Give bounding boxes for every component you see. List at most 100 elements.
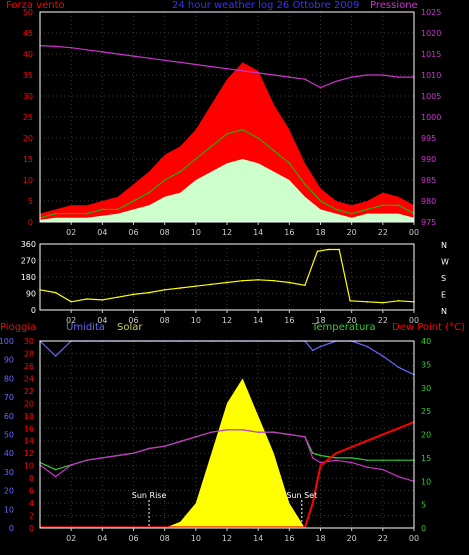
climate-x-tick-label: 16 (284, 534, 294, 543)
direction-series-point (85, 298, 88, 300)
pressure-series-point (366, 74, 369, 76)
temperature-series-point (397, 459, 400, 462)
climate-x-tick-label: 08 (160, 534, 170, 543)
wind-series-green-point (70, 212, 72, 215)
wind-series-green-point (210, 145, 213, 148)
climate-x-tick-label: 06 (128, 534, 138, 543)
direction-series-point (288, 281, 291, 284)
climate-x-tick-label: 02 (66, 534, 76, 543)
sun-set-label: Sun Set (286, 491, 317, 500)
rain-y-tick: 16 (24, 424, 34, 433)
pressure-series-point (241, 70, 244, 72)
wind-x-tick-label: 00 (409, 228, 419, 237)
dew-point-series-point (70, 464, 72, 466)
temperature-series-point (350, 457, 353, 459)
humidity-series-point (54, 355, 57, 357)
rain-y-tick: 10 (24, 462, 34, 471)
wind-x-tick-label: 04 (97, 228, 107, 237)
direction-y-tick: 90 (26, 290, 36, 299)
direction-series-point (226, 281, 228, 284)
humidity-series-point (319, 345, 322, 348)
wind-series-green-point (382, 204, 384, 206)
direction-series-point (163, 289, 166, 291)
dew-point-series-point (117, 454, 119, 457)
humidity-y-tick: 100 (0, 337, 14, 346)
humidity-y-tick: 50 (4, 431, 14, 440)
wind-series-green-point (304, 183, 306, 185)
pressure-series-point (70, 46, 72, 49)
climate-x-tick-label: 18 (315, 534, 325, 543)
temperature-series-point (319, 454, 322, 457)
rain-y-tick: 14 (24, 437, 34, 446)
temperature-series-point (382, 459, 384, 462)
direction-x-tick-label: 22 (378, 316, 388, 325)
pressure-series-point (54, 45, 57, 48)
climate-x-tick-label: 12 (222, 534, 232, 543)
dew-point-series-point (257, 431, 259, 433)
wind-strength-label: Forza vento (6, 0, 65, 11)
wind-series-green-point (179, 170, 182, 173)
pressure-series-point (272, 74, 275, 76)
direction-y-tick: 180 (21, 273, 36, 282)
dew-point-series-point (101, 457, 104, 459)
pressure-series-point (257, 72, 259, 74)
dew-point-series-point (226, 429, 228, 431)
wind-series-red (40, 62, 414, 223)
direction-y-tick: 0 (31, 306, 36, 315)
rain-y-tick: 6 (29, 487, 34, 496)
pressure-y-tick: 1015 (421, 50, 441, 59)
wind-x-tick-label: 20 (347, 228, 357, 237)
dew-point-series-point (179, 440, 182, 443)
wind-series-green-point (117, 208, 119, 211)
compass-label: N (441, 307, 447, 316)
pressure-series-point (148, 57, 150, 59)
dew-point-series-point (210, 431, 213, 433)
wind-series-green-point (366, 208, 369, 211)
temperature-y-tick: 0 (421, 524, 426, 533)
wind-series-green-point (132, 200, 135, 202)
direction-series-point (397, 300, 400, 302)
humidity-y-tick: 40 (4, 449, 14, 458)
direction-x-tick-label: 20 (347, 316, 357, 325)
wind-series-green-point (288, 162, 291, 164)
direction-series-point (241, 279, 244, 282)
temperature-y-tick: 35 (421, 360, 431, 369)
direction-x-tick-label: 12 (222, 316, 232, 325)
rain-series-point (350, 446, 353, 448)
direction-series-point (70, 300, 72, 303)
wind-series-green-point (350, 212, 353, 215)
pressure-series-point (195, 63, 197, 66)
dew-point-series-point (382, 468, 384, 471)
pressure-series-point (117, 53, 119, 55)
direction-series-point (54, 291, 57, 294)
wind-series-green-point (85, 212, 88, 215)
pressure-series-point (163, 59, 166, 62)
rain-y-tick: 28 (24, 349, 34, 358)
wind-series-green-point (148, 191, 150, 194)
direction-series-point (272, 279, 275, 282)
direction-x-tick-label: 18 (315, 316, 325, 325)
wind-series-green-point (54, 212, 57, 215)
direction-series-point (349, 300, 351, 302)
wind-series-green-point (241, 128, 244, 131)
wind-x-tick-label: 14 (253, 228, 263, 237)
wind-y-tick: 25 (23, 113, 33, 122)
temperature-series-point (366, 459, 369, 462)
rain-y-tick: 22 (24, 387, 34, 396)
wind-y-tick: 30 (23, 92, 33, 101)
compass-label: N (441, 241, 447, 250)
compass-label: W (441, 258, 449, 267)
sun-rise-label: Sun Rise (132, 491, 167, 500)
wind-x-tick-label: 12 (222, 228, 232, 237)
temperature-y-tick: 40 (421, 337, 431, 346)
rain-y-tick: 30 (24, 337, 34, 346)
pressure-y-tick: 1000 (421, 113, 441, 122)
wind-y-tick: 20 (23, 134, 33, 143)
wind-x-tick-label: 10 (191, 228, 201, 237)
pressure-y-tick: 1020 (421, 29, 441, 38)
wind-x-tick-label: 08 (160, 228, 170, 237)
temperature-series-point (311, 452, 314, 455)
direction-x-tick-label: 02 (66, 316, 76, 325)
direction-series-point (304, 284, 306, 287)
dew-point-series-point (335, 459, 337, 462)
